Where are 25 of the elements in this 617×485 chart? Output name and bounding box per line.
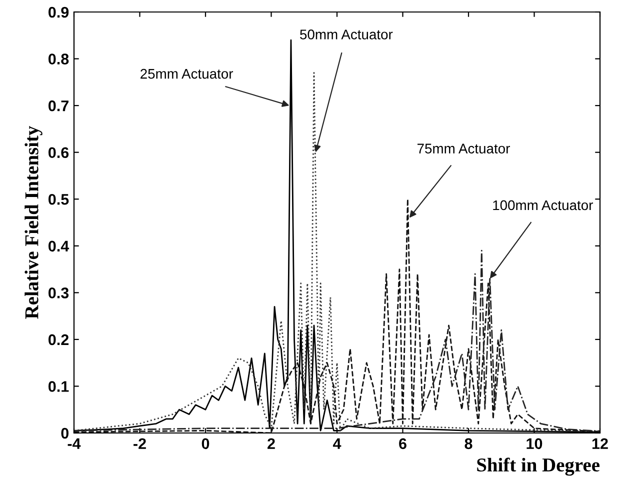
x-tick-label: 0 [202,438,210,450]
annotation: 25mm Actuator [140,68,234,79]
y-tick-label: 0.2 [48,334,69,346]
y-tick-label: 0.9 [48,6,69,18]
x-tick-label: 8 [464,438,472,450]
y-tick-label: 0.8 [48,54,69,64]
y-tick-label: 0.5 [48,194,69,205]
x-tick-label: 10 [526,438,542,450]
annotation: 50mm Actuator [300,30,393,40]
x-tick-label: 2 [268,438,275,449]
x-tick-label: -2 [134,438,146,449]
y-axis-title: Relative Field Intensity [24,126,42,319]
x-tick-label: 4 [332,438,342,449]
y-tick-label: 0.4 [48,240,70,252]
x-tick-label: -4 [68,438,81,449]
y-tick-label: 0.6 [48,147,69,158]
x-tick-label: 12 [592,438,608,449]
y-tick-label: 0 [61,428,69,439]
y-tick-label: 0.3 [48,288,69,298]
x-tick-label: 6 [399,438,406,450]
y-tick-label: 0.1 [48,381,69,392]
annotation: 100mm Actuator [493,200,593,210]
x-axis-title: Shift in Degree [477,458,600,476]
y-tick-label: 0.7 [48,100,68,112]
annotation: 75mm Actuator [418,144,510,154]
